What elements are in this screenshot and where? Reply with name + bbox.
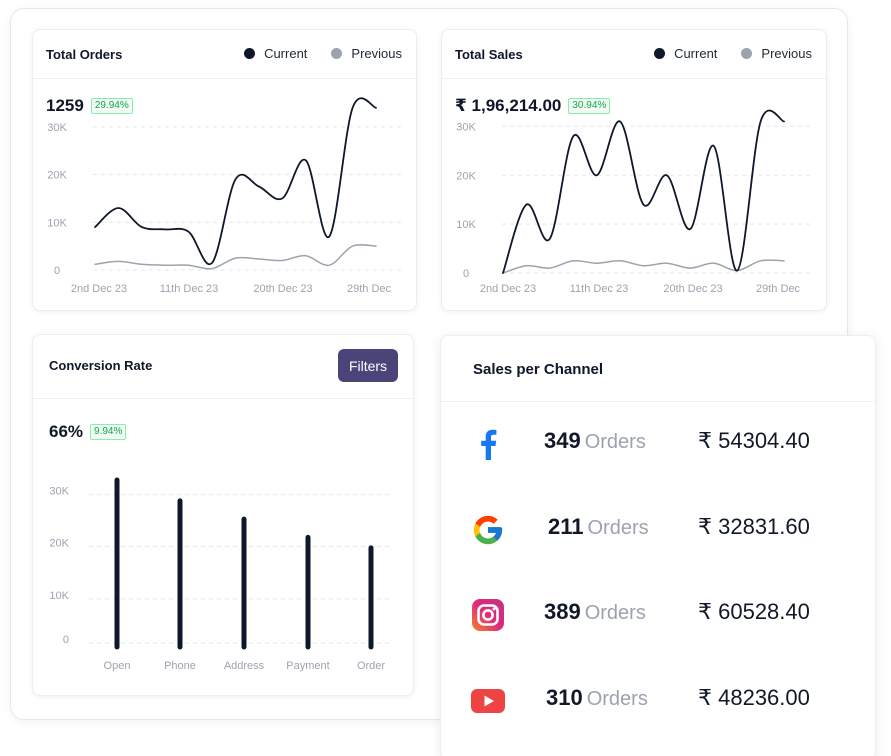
legend-current[interactable]: Current (654, 46, 717, 61)
previous-series-line (94, 243, 377, 270)
x-tick-label: 2nd Dec 23 (480, 283, 536, 295)
card-header: Conversion Rate Filters (33, 335, 413, 399)
x-tick-label: 20th Dec 23 (663, 283, 722, 295)
orders-number: 310 (546, 685, 583, 710)
channel-amount: ₹ 48236.00 (698, 685, 810, 710)
channel-amount: ₹ 60528.40 (698, 599, 810, 624)
channel-row-facebook[interactable]: 349 Orders ₹ 54304.40 (441, 402, 875, 488)
orders-label: Orders (586, 688, 648, 710)
metric-value: 1259 (46, 96, 84, 115)
filters-button[interactable]: Filters (338, 349, 398, 382)
y-tick-label: 20K (49, 538, 69, 550)
google-icon (470, 512, 506, 548)
facebook-icon (470, 426, 506, 462)
x-tick-label: Payment (286, 660, 329, 672)
x-tick-label: Order (357, 660, 385, 672)
total-orders-chart: 0 10K 20K 30K 2nd Dec 23 11th Dec 23 20th Dec … (47, 97, 401, 295)
legend-label: Current (674, 46, 718, 61)
channel-row-instagram[interactable]: 389 Orders ₹ 60528.40 (441, 573, 875, 659)
channel-row-youtube[interactable]: 310 Orders ₹ 48236.00 (441, 659, 875, 745)
total-sales-card: Total Sales Current Previous ₹ 1,96,214.… (441, 29, 827, 311)
current-dot-icon (244, 48, 256, 59)
y-tick-label: 20K (47, 170, 67, 182)
legend-label: Current (264, 46, 308, 61)
y-tick-label: 0 (54, 265, 60, 277)
legend-previous[interactable]: Previous (331, 46, 402, 61)
channel-amount: ₹ 54304.40 (698, 428, 810, 453)
youtube-icon (470, 683, 506, 719)
orders-number: 389 (544, 599, 581, 624)
orders-number: 349 (544, 428, 581, 453)
previous-dot-icon (331, 48, 343, 59)
metric: 66% 9.94% (49, 422, 127, 442)
metric-value: 66% (49, 422, 84, 441)
x-tick-label: 20th Dec 23 (253, 283, 312, 295)
y-tick-label: 30K (456, 121, 476, 133)
card-header: Total Sales Current Previous (442, 30, 826, 79)
current-dot-icon (654, 48, 666, 59)
metric: 1259 29.94% (46, 96, 133, 116)
card-header: Sales per Channel (441, 336, 875, 402)
x-tick-label: Open (104, 660, 131, 672)
card-title: Sales per Channel (473, 361, 604, 378)
y-tick-label: 30K (47, 122, 67, 134)
legend-previous[interactable]: Previous (741, 46, 812, 61)
x-tick-label: Address (224, 660, 265, 672)
total-orders-card: Total Orders Current Previous 1259 29.94… (32, 29, 417, 311)
previous-dot-icon (741, 48, 753, 59)
card-title: Conversion Rate (49, 358, 153, 373)
conversion-bar-chart: 0 10K 20K 30K Open Phone Address Payment Order (49, 477, 393, 672)
orders-number: 211 (548, 514, 584, 539)
orders-label: Orders (584, 431, 646, 453)
x-tick-label: 29th Dec (756, 283, 801, 295)
conversion-rate-card: Conversion Rate Filters 66% 9.94% 0 10K 20… (32, 334, 414, 696)
metric-value: ₹ 1,96,214.00 (455, 96, 562, 115)
y-tick-label: 10K (47, 217, 67, 229)
legend-current[interactable]: Current (244, 46, 307, 61)
y-tick-label: 0 (63, 634, 69, 646)
instagram-icon (470, 597, 506, 633)
orders-count: 211 Orders (548, 514, 649, 540)
x-tick-label: 2nd Dec 23 (71, 283, 127, 295)
y-tick-label: 30K (49, 485, 69, 497)
legend-label: Previous (351, 46, 402, 61)
y-tick-label: 10K (456, 219, 476, 231)
change-badge: 9.94% (90, 424, 127, 440)
x-tick-label: 11th Dec 23 (160, 283, 219, 295)
sales-per-channel-card: Sales per Channel 349 Orders ₹ 54304.40 2… (440, 335, 876, 756)
orders-count: 349 Orders (544, 428, 646, 454)
card-title: Total Sales (455, 47, 523, 62)
y-tick-label: 20K (456, 170, 476, 182)
current-series-line (94, 97, 377, 266)
orders-count: 310 Orders (546, 685, 648, 711)
card-title: Total Orders (46, 47, 123, 62)
metric: ₹ 1,96,214.00 30.94% (455, 96, 611, 116)
change-badge: 30.94% (568, 98, 611, 114)
orders-label: Orders (584, 602, 646, 624)
y-tick-label: 0 (463, 268, 469, 280)
x-tick-label: 29th Dec (347, 283, 392, 295)
previous-series-line (502, 259, 785, 274)
legend-label: Previous (761, 46, 812, 61)
channel-amount: ₹ 32831.60 (698, 514, 810, 539)
orders-label: Orders (587, 517, 649, 539)
x-tick-label: 11th Dec 23 (570, 283, 629, 295)
chart-legend: Current Previous (244, 46, 402, 61)
current-series-line (502, 109, 785, 274)
y-tick-label: 10K (49, 590, 69, 602)
chart-legend: Current Previous (654, 46, 812, 61)
channel-row-google[interactable]: 211 Orders ₹ 32831.60 (441, 488, 875, 574)
x-tick-label: Phone (164, 660, 196, 672)
orders-count: 389 Orders (544, 599, 646, 625)
card-header: Total Orders Current Previous (33, 30, 416, 79)
total-sales-chart: 0 10K 20K 30K 2nd Dec 23 11th Dec 23 20th Dec … (456, 109, 810, 295)
change-badge: 29.94% (90, 98, 133, 114)
